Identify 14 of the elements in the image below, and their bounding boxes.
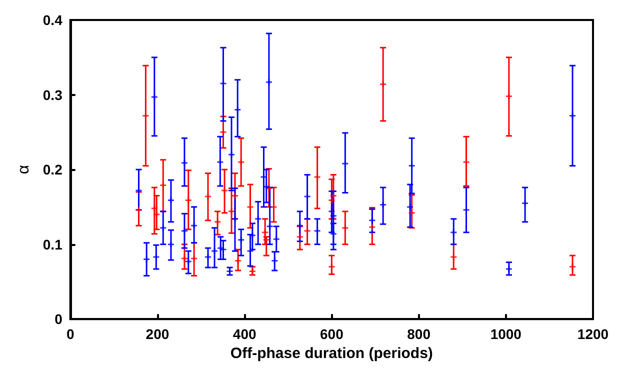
y-tick-label: 0	[54, 311, 63, 328]
x-tick-label: 800	[407, 326, 431, 342]
x-axis-title: Off-phase duration (periods)	[230, 345, 433, 362]
y-axis-title: α	[16, 164, 32, 174]
x-tick-label: 400	[232, 326, 256, 342]
y-tick-label: 0.2	[42, 162, 63, 178]
y-tick-label: 0.3	[42, 86, 63, 103]
x-tick-label: 200	[146, 326, 170, 342]
x-tick-label: 600	[320, 326, 344, 342]
y-tick-label: 0.4	[42, 12, 63, 28]
x-tick-label: 1000	[490, 326, 522, 342]
y-tick-label: 0.1	[42, 236, 63, 252]
x-tick-label: 0	[66, 326, 74, 342]
x-tick-label: 1200	[577, 326, 609, 342]
